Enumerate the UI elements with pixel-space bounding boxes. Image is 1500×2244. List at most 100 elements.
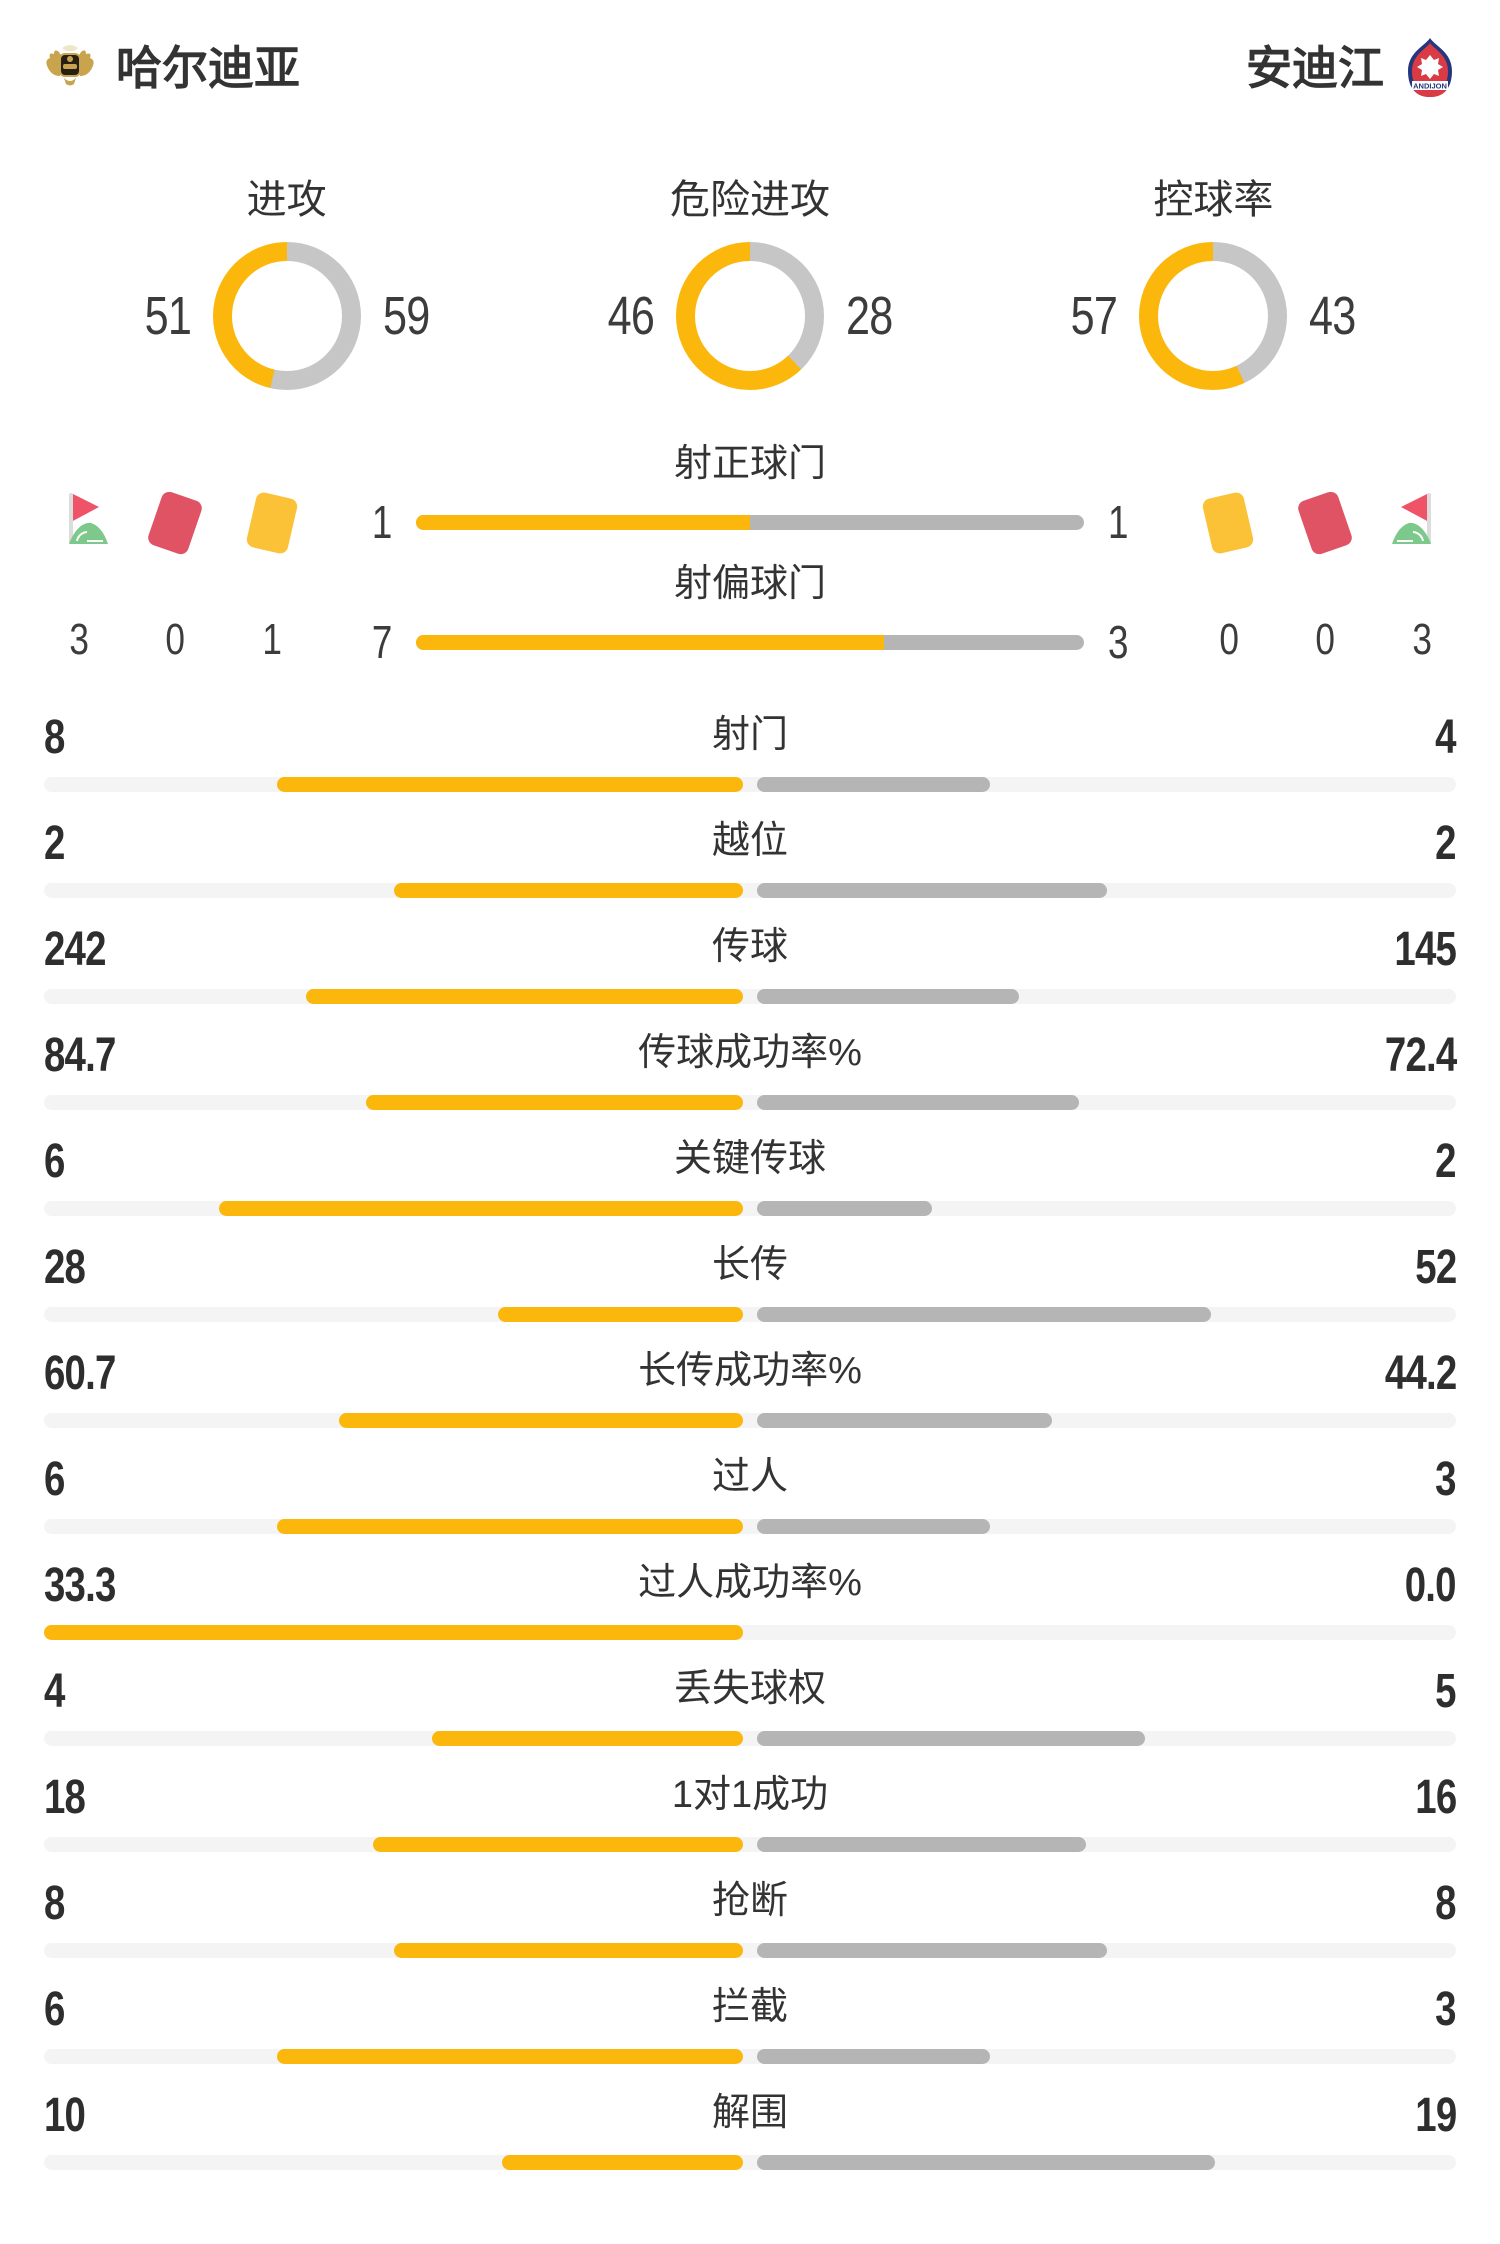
home-yellow-cards-count: 1: [262, 615, 282, 664]
stat-away-value: 2: [1435, 1135, 1456, 1188]
shots-and-discipline-section: 3 0 1 射正球门 1 1 射偏球门 7 3 0 0 3: [0, 440, 1500, 668]
donut-group-1: 危险进攻 46 28: [518, 176, 981, 390]
stat-bar-home-fill: [366, 1095, 743, 1110]
stat-away-value: 0.0: [1405, 1559, 1457, 1612]
stat-bar-away-fill: [757, 1413, 1052, 1428]
stat-bar: [44, 1731, 1456, 1746]
away-team-logo-icon: ANDIJON: [1400, 38, 1460, 98]
stat-label: 关键传球: [673, 1138, 827, 1180]
stat-home-value: 6: [44, 1135, 65, 1188]
donut-chart: [212, 242, 361, 390]
stat-row-4: 6 关键传球 2: [44, 1118, 1457, 1224]
away-red-card-icon: [1296, 489, 1354, 556]
stat-label: 长传: [711, 1244, 789, 1286]
shot-home-value: 7: [372, 616, 392, 668]
stat-row-1: 2 越位 2: [44, 800, 1457, 906]
stat-label: 1对1成功: [671, 1774, 829, 1816]
svg-text:ANDIJON: ANDIJON: [1413, 82, 1447, 91]
stat-row-12: 6 拦截 3: [44, 1966, 1457, 2072]
home-discipline: 3 0 1: [30, 440, 320, 664]
shot-bar: [416, 514, 1084, 530]
stat-bar-home-fill: [393, 1943, 743, 1958]
stat-row-13: 10 解围 19: [44, 2072, 1457, 2178]
stat-away-value: 19: [1414, 2089, 1457, 2142]
stat-row-0: 8 射门 4: [44, 694, 1457, 800]
stat-home-value: 2: [44, 817, 65, 870]
stat-bar-away-fill: [757, 883, 1107, 898]
stat-bar: [44, 1095, 1456, 1110]
stat-bar-away-fill: [757, 2155, 1215, 2170]
stat-bar-away-fill: [757, 2049, 990, 2064]
away-yellow-cards-count: 0: [1218, 615, 1239, 664]
stat-home-value: 28: [44, 1241, 86, 1294]
donut-away-value: 28: [845, 286, 893, 346]
stat-away-value: 52: [1414, 1241, 1457, 1294]
stat-home-value: 6: [44, 1453, 65, 1506]
away-corner-flag-icon: [1390, 486, 1454, 559]
stat-home-value: 6: [44, 1983, 65, 2036]
home-team-header[interactable]: 哈尔迪亚: [40, 38, 300, 98]
stat-bar: [44, 1201, 1456, 1216]
donut-group-2: 控球率 57 43: [982, 176, 1445, 390]
stat-label: 传球: [711, 926, 789, 968]
shot-away-value: 3: [1108, 616, 1128, 668]
home-corners-count: 3: [68, 615, 89, 664]
shot-bar-title-0: 射正球门: [673, 443, 826, 485]
stat-bar-home-fill: [277, 2049, 743, 2064]
stat-label: 传球成功率%: [638, 1032, 862, 1074]
stat-row-10: 18 1对1成功 16: [44, 1754, 1457, 1860]
stat-label: 拦截: [711, 1986, 789, 2028]
donut-away-value: 43: [1309, 286, 1356, 346]
stat-away-value: 8: [1435, 1877, 1456, 1930]
stat-bar-away-fill: [757, 989, 1019, 1004]
away-corners-count: 3: [1412, 615, 1432, 664]
stat-home-value: 4: [44, 1665, 65, 1718]
stat-bar-home-fill: [501, 2155, 743, 2170]
stat-bar: [44, 2155, 1456, 2170]
stat-bar-home-fill: [305, 989, 743, 1004]
stat-bar: [44, 2049, 1456, 2064]
stat-bar: [44, 1519, 1456, 1534]
away-discipline: 0 0 3: [1180, 440, 1470, 664]
stat-label: 过人成功率%: [638, 1562, 862, 1604]
away-team-header[interactable]: 安迪江 ANDIJON: [1246, 38, 1460, 98]
home-team-logo-icon: [40, 38, 100, 98]
away-red-cards-count: 0: [1315, 615, 1336, 664]
stat-away-value: 44.2: [1384, 1347, 1456, 1400]
stat-bar: [44, 1307, 1456, 1322]
donut-chart: [675, 242, 824, 390]
donut-home-value: 57: [1070, 286, 1118, 346]
shot-bar-home-fill: [416, 634, 884, 650]
stat-home-value: 10: [44, 2089, 86, 2142]
stat-bar: [44, 1837, 1456, 1852]
stat-bar-home-fill: [372, 1837, 743, 1852]
stat-bar-away-fill: [757, 1307, 1212, 1322]
stat-bar-home-fill: [338, 1413, 743, 1428]
home-corner-flag-icon: [46, 486, 110, 559]
stat-home-value: 8: [44, 1877, 65, 1930]
stat-home-value: 33.3: [44, 1559, 116, 1612]
stat-bar-away-fill: [757, 1519, 990, 1534]
stat-away-value: 3: [1435, 1983, 1456, 2036]
stat-bar-home-fill: [218, 1201, 743, 1216]
stat-label: 抢断: [711, 1880, 789, 1922]
donut-home-value: 51: [144, 286, 191, 346]
stat-row-5: 28 长传 52: [44, 1224, 1457, 1330]
stat-bar: [44, 777, 1456, 792]
stat-label: 过人: [711, 1456, 789, 1498]
donut-charts-section: 进攻 51 59 危险进攻 46 28 控球率 57 43: [0, 176, 1500, 390]
stat-label: 丢失球权: [673, 1668, 827, 1710]
stat-label: 解围: [711, 2092, 789, 2134]
stat-row-7: 6 过人 3: [44, 1436, 1457, 1542]
donut-title: 危险进攻: [669, 178, 830, 222]
stat-home-value: 8: [44, 711, 65, 764]
donut-title: 控球率: [1153, 178, 1274, 222]
home-red-card-icon: [146, 489, 204, 556]
stat-bar-away-fill: [757, 1731, 1146, 1746]
stat-away-value: 4: [1435, 711, 1456, 764]
stat-bar-away-fill: [757, 1201, 932, 1216]
stat-row-6: 60.7 长传成功率% 44.2: [44, 1330, 1457, 1436]
stat-home-value: 60.7: [44, 1347, 116, 1400]
